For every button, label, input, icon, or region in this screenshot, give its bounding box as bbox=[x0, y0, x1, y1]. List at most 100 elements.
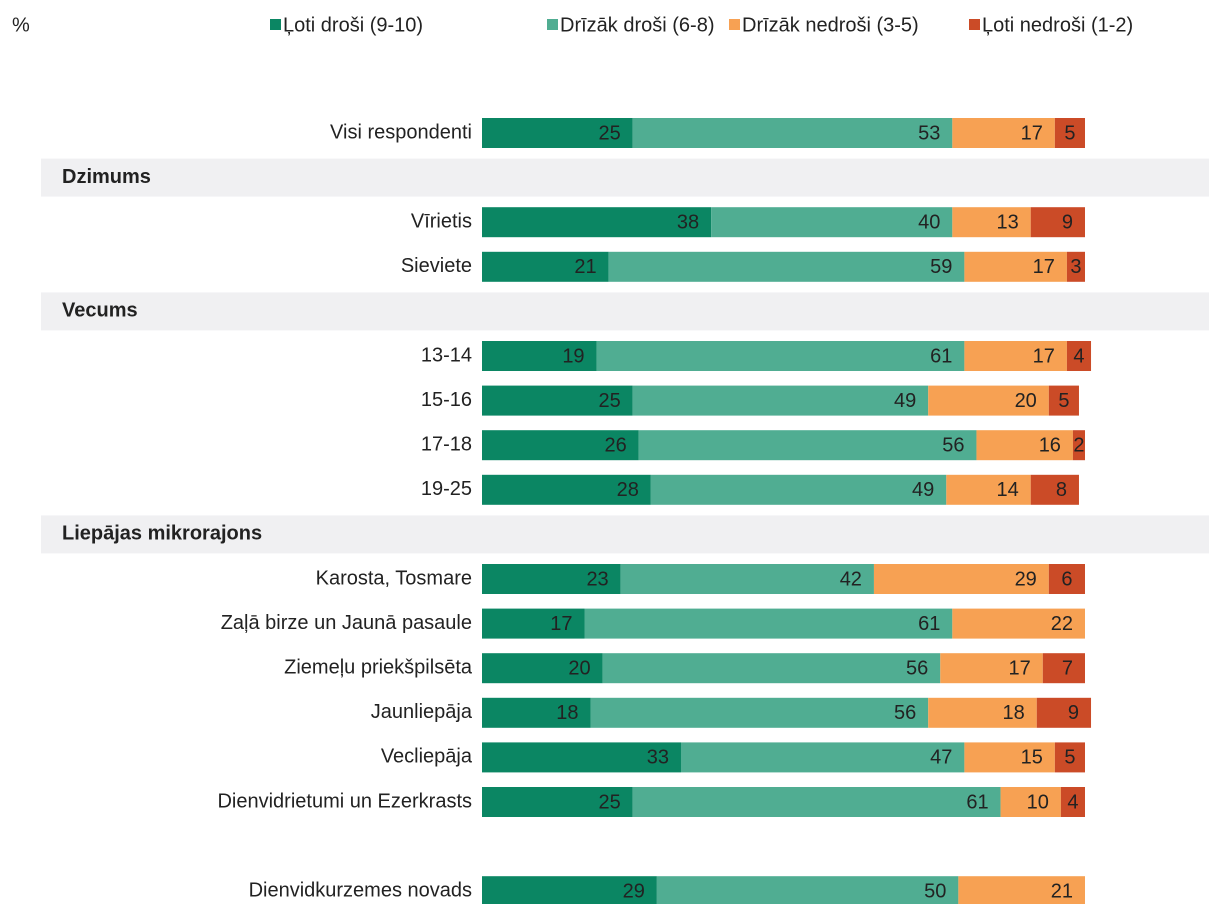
bar-segment bbox=[964, 742, 1055, 773]
category-label: Vecliepāja bbox=[381, 746, 473, 768]
value-label: 33 bbox=[647, 747, 669, 769]
value-label: 40 bbox=[918, 211, 940, 233]
value-label: 17 bbox=[1021, 122, 1043, 144]
bar-segment bbox=[656, 876, 959, 904]
value-label: 22 bbox=[1051, 613, 1073, 635]
bar-segment bbox=[1054, 118, 1085, 148]
value-label: 61 bbox=[918, 613, 940, 635]
value-label: 56 bbox=[906, 657, 928, 679]
bar-segment bbox=[584, 608, 953, 639]
value-label: 26 bbox=[605, 434, 627, 456]
bar-segment bbox=[482, 742, 681, 773]
category-label: Visi respondenti bbox=[330, 121, 472, 143]
category-label: Ziemeļu priekšpilsēta bbox=[284, 656, 473, 678]
value-label: 17 bbox=[550, 613, 572, 635]
category-label: 15-16 bbox=[421, 389, 472, 411]
bar-segment bbox=[608, 251, 965, 282]
value-label: 5 bbox=[1064, 747, 1075, 769]
value-label: 2 bbox=[1073, 434, 1084, 456]
bar-segment bbox=[680, 742, 965, 773]
bar-segment bbox=[482, 251, 609, 282]
category-label: Karosta, Tosmare bbox=[316, 567, 472, 589]
bar-segment bbox=[952, 118, 1055, 148]
group-header-bg bbox=[41, 292, 1209, 331]
value-label: 49 bbox=[912, 479, 934, 501]
bar-segment bbox=[952, 207, 1031, 238]
value-label: 13 bbox=[996, 211, 1018, 233]
bar-segment bbox=[602, 653, 941, 684]
bar-segment bbox=[873, 564, 1049, 594]
value-label: 9 bbox=[1068, 702, 1079, 724]
value-label: 21 bbox=[574, 256, 596, 278]
bar-segment bbox=[976, 430, 1073, 461]
group-header: Vecums bbox=[62, 300, 138, 322]
value-label: 21 bbox=[1051, 880, 1073, 902]
value-label: 49 bbox=[894, 390, 916, 412]
bar-segment bbox=[482, 118, 633, 148]
value-label: 4 bbox=[1073, 345, 1084, 367]
value-label: 4 bbox=[1067, 791, 1078, 813]
category-label: Dienvidkurzemes novads bbox=[249, 879, 472, 901]
bar-segment bbox=[590, 697, 929, 728]
bar-segment bbox=[638, 430, 977, 461]
value-label: 15 bbox=[1021, 747, 1043, 769]
category-label: 19-25 bbox=[421, 478, 472, 500]
value-label: 14 bbox=[996, 479, 1018, 501]
legend-swatch bbox=[270, 19, 281, 30]
bar-segment bbox=[711, 207, 953, 238]
bar-segment bbox=[1066, 341, 1092, 371]
bar-segment bbox=[1036, 697, 1092, 728]
bar-segment bbox=[482, 341, 597, 371]
bar-segment bbox=[482, 653, 603, 684]
category-label: Dienvidrietumi un Ezerkrasts bbox=[217, 790, 472, 812]
value-label: 38 bbox=[677, 211, 699, 233]
value-label: 42 bbox=[840, 568, 862, 590]
value-label: 25 bbox=[599, 122, 621, 144]
bar-segment bbox=[482, 430, 639, 461]
value-label: 9 bbox=[1062, 211, 1073, 233]
value-label: 20 bbox=[1015, 390, 1037, 412]
value-label: 28 bbox=[617, 479, 639, 501]
bar-segment bbox=[1030, 207, 1085, 238]
value-label: 59 bbox=[930, 256, 952, 278]
value-label: 7 bbox=[1062, 657, 1073, 679]
bar-segment bbox=[632, 118, 953, 148]
category-label: Zaļā birze un Jaunā pasaule bbox=[221, 612, 472, 634]
group-header: Dzimums bbox=[62, 166, 151, 188]
bar-segment bbox=[482, 474, 651, 505]
category-label: Jaunliepāja bbox=[371, 701, 473, 723]
value-label: 10 bbox=[1027, 791, 1049, 813]
category-label: Sieviete bbox=[401, 255, 472, 277]
bar-segment bbox=[1054, 742, 1085, 773]
bar-segment bbox=[596, 341, 965, 371]
bar-segment bbox=[650, 474, 947, 505]
value-label: 23 bbox=[586, 568, 608, 590]
bar-segment bbox=[1042, 653, 1085, 684]
value-label: 19 bbox=[562, 345, 584, 367]
legend-swatch bbox=[729, 19, 740, 30]
value-label: 5 bbox=[1058, 390, 1069, 412]
value-label: 6 bbox=[1061, 568, 1072, 590]
value-label: 3 bbox=[1070, 256, 1081, 278]
value-label: 29 bbox=[1015, 568, 1037, 590]
bar-segment bbox=[482, 787, 633, 817]
unit-label: % bbox=[12, 14, 30, 36]
bar-segment bbox=[964, 341, 1067, 371]
value-label: 25 bbox=[599, 791, 621, 813]
bar-segment bbox=[1072, 430, 1085, 461]
bar-segment bbox=[482, 385, 633, 416]
value-label: 18 bbox=[556, 702, 578, 724]
value-label: 53 bbox=[918, 122, 940, 144]
bar-segment bbox=[1066, 251, 1085, 282]
bar-segment bbox=[1060, 787, 1085, 817]
bar-segment bbox=[964, 251, 1067, 282]
legend-swatch bbox=[969, 19, 980, 30]
bar-segment bbox=[482, 697, 591, 728]
category-label: 17-18 bbox=[421, 433, 472, 455]
bar-segment bbox=[928, 697, 1037, 728]
value-label: 56 bbox=[942, 434, 964, 456]
group-header: Liepājas mikrorajons bbox=[62, 523, 262, 545]
bar-segment bbox=[928, 385, 1049, 416]
